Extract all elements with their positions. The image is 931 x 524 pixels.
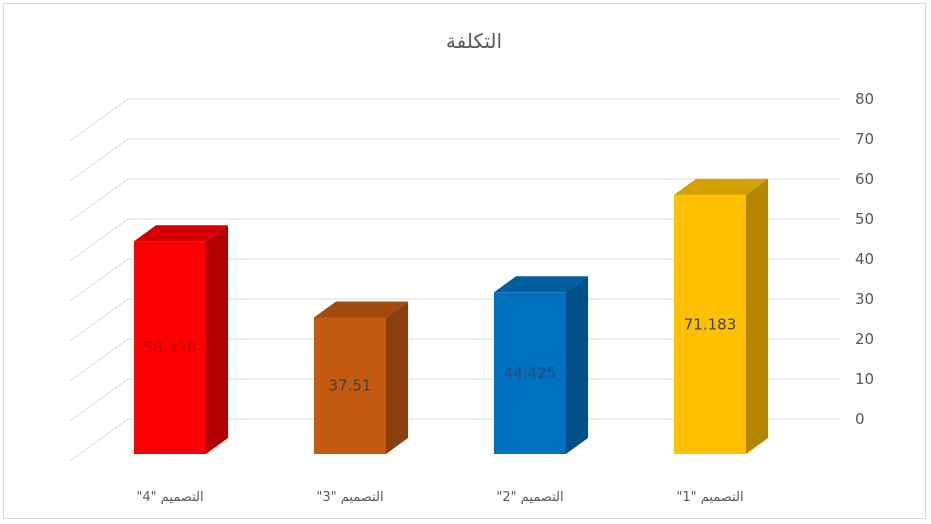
bar-group: 44.425 xyxy=(494,276,588,454)
bar-top xyxy=(134,225,228,242)
bar-top xyxy=(314,301,408,318)
gridline-depth xyxy=(69,338,129,382)
category-label: التصميم "2" xyxy=(496,490,563,505)
data-label: 58.456 xyxy=(144,339,197,357)
category-label: التصميم "3" xyxy=(316,490,383,505)
bar-group: 37.51 xyxy=(314,301,408,454)
category-label: التصميم "4" xyxy=(136,490,203,505)
category-label: التصميم "1" xyxy=(676,490,743,505)
bar-top xyxy=(674,178,768,195)
bar-group: 58.456 xyxy=(134,225,228,454)
bar xyxy=(314,317,386,454)
gridline-depth xyxy=(69,178,129,222)
y-axis: 0 10 20 30 40 50 60 70 80 xyxy=(855,90,874,428)
chart-area: التكلفة 0 10 20 30 40 50 60 70 80 58.456 37.51 44.… xyxy=(3,3,926,519)
gridline-depth xyxy=(69,218,129,262)
y-tick-label: 60 xyxy=(855,170,874,188)
bar-top xyxy=(494,276,588,293)
y-tick-label: 40 xyxy=(855,250,874,268)
bar-side xyxy=(386,301,408,454)
data-label: 44.425 xyxy=(504,364,557,382)
bar xyxy=(494,292,566,454)
bar xyxy=(674,194,746,455)
chart-title: التكلفة xyxy=(446,29,502,53)
gridline-depth xyxy=(69,378,129,422)
bar-side xyxy=(566,276,588,454)
gridline-depth xyxy=(69,98,129,142)
y-tick-label: 30 xyxy=(855,290,874,308)
data-label: 37.51 xyxy=(329,377,372,395)
bar-chart-3d: التكلفة 0 10 20 30 40 50 60 70 80 58.456 37.51 44.… xyxy=(69,29,874,505)
gridline-depth xyxy=(69,138,129,182)
y-tick-label: 70 xyxy=(855,130,874,148)
gridline-depth xyxy=(69,418,129,462)
bar-group: 71.183 xyxy=(674,178,768,455)
data-label: 71.183 xyxy=(684,315,737,333)
y-tick-label: 50 xyxy=(855,210,874,228)
gridline-depth xyxy=(69,258,129,302)
y-tick-label: 10 xyxy=(855,370,874,388)
bar xyxy=(134,241,206,454)
y-tick-label: 20 xyxy=(855,330,874,348)
y-tick-label: 80 xyxy=(855,90,874,108)
x-axis: التصميم "4" التصميم "3" التصميم "2" التصميم… xyxy=(136,490,743,505)
y-tick-label: 0 xyxy=(855,410,865,428)
bar-side xyxy=(206,225,228,454)
gridline-depth xyxy=(69,298,129,342)
bars: 58.456 37.51 44.425 71.183 xyxy=(134,178,768,455)
bar-side xyxy=(746,178,768,455)
